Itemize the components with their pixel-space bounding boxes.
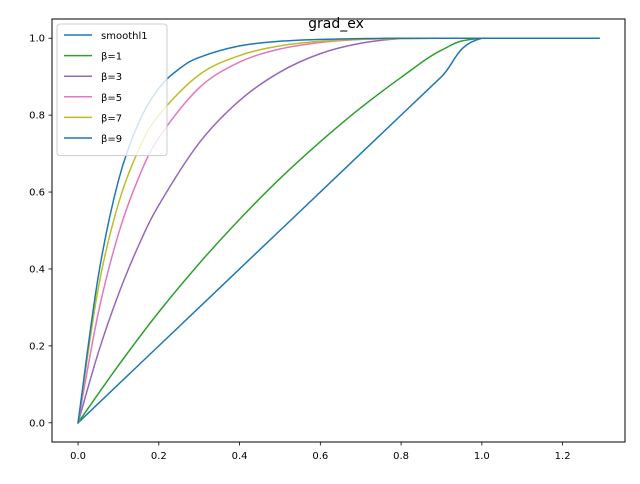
- x-tick-label: 1.0: [474, 451, 490, 462]
- chart-title: grad_ex: [308, 16, 364, 32]
- y-tick-label: 0.0: [29, 418, 45, 429]
- y-tick-label: 1.0: [29, 34, 45, 45]
- y-axis: 0.0 0.2 0.4 0.6 0.8 1.0: [29, 34, 52, 429]
- x-axis: 0.0 0.2 0.4 0.6 0.8 1.0 1.2: [70, 442, 571, 462]
- x-tick-label: 0.6: [312, 451, 328, 462]
- series-layer: [76, 37, 600, 424]
- legend-label: β=9: [101, 134, 122, 145]
- legend-label: smoothl1: [101, 31, 148, 42]
- x-tick-label: 0.8: [393, 451, 409, 462]
- legend-label: β=7: [101, 113, 122, 124]
- x-tick-label: 0.2: [151, 451, 167, 462]
- series-line-1: [76, 37, 600, 424]
- legend: smoothl1 β=1 β=3 β=5 β=7 β=9: [56, 23, 168, 157]
- x-tick-label: 0.4: [232, 451, 248, 462]
- y-tick-label: 0.4: [29, 264, 45, 275]
- y-tick-label: 0.8: [29, 111, 45, 122]
- series-line-2: [77, 37, 600, 424]
- y-tick-label: 0.6: [29, 188, 45, 199]
- legend-box: [56, 23, 168, 157]
- axes-frame: [51, 18, 626, 443]
- legend-label: β=1: [101, 52, 122, 63]
- x-tick-label: 1.2: [555, 451, 571, 462]
- x-tick-label: 0.0: [70, 451, 86, 462]
- y-tick-label: 0.2: [29, 341, 45, 352]
- legend-label: β=3: [101, 72, 122, 83]
- series-line-6: [77, 37, 600, 424]
- legend-label: β=5: [101, 93, 122, 104]
